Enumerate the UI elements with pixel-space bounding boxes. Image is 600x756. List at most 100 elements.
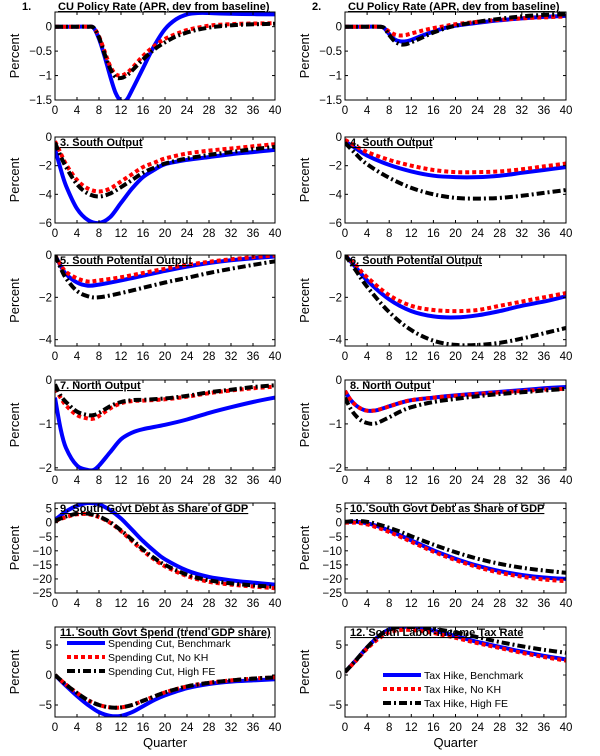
x-tick-label: 28 [203,228,216,240]
series-line-benchmark [345,139,566,180]
x-tick-label: 12 [115,722,128,734]
y-tick-label: 0 [336,375,342,387]
y-tick-label: 0 [336,250,342,262]
panel-title: 12. South Labor-income Tax Rate [350,627,523,639]
y-tick-label: −2 [39,463,52,475]
x-tick-label: 20 [159,351,172,363]
panel-2: 0 4 8 12 16 20 24 28 32 36 40 −1.5 −1 −0.5 0 Percent 2. C… [297,1,572,117]
x-tick-label: 36 [538,105,551,117]
x-tick-label: 20 [449,351,462,363]
x-tick-label: 16 [427,105,440,117]
x-tick-label: 28 [203,598,216,610]
y-tick-label: −5 [329,532,342,544]
series-group [345,518,566,584]
x-tick-label: 8 [386,351,392,363]
y-tick-label: 0 [46,670,52,682]
x-tick-label: 36 [538,228,551,240]
x-tick-label: 24 [471,722,484,734]
x-tick-label: 36 [538,475,551,487]
y-tick-label: 5 [336,640,342,652]
x-tick-label: 40 [560,351,573,363]
series-line-no-kh [55,140,275,194]
y-tick-label: −1.5 [29,95,52,107]
y-axis-label: Percent [297,402,312,447]
x-tick-label: 12 [405,722,418,734]
series-line-high-fe [345,386,566,426]
y-axis-label: Percent [7,525,22,570]
series-line-high-fe [345,141,566,201]
x-tick-label: 4 [74,598,81,610]
x-tick-label: 4 [364,351,371,363]
panel-title: 6. South Potential Output [350,255,482,267]
series-group [345,12,566,47]
y-tick-label: −2 [329,292,342,304]
x-tick-label: 12 [405,228,418,240]
x-tick-label: 24 [181,228,194,240]
y-tick-label: 5 [46,640,52,652]
series-line-high-fe [345,627,566,674]
x-tick-label: 12 [405,475,418,487]
x-tick-label: 20 [449,598,462,610]
x-tick-label: 24 [471,351,484,363]
y-axis-label: Percent [7,649,22,694]
y-axis-label: Percent [297,33,312,78]
x-tick-label: 4 [74,351,81,363]
x-tick-label: 0 [342,598,348,610]
x-tick-label: 36 [247,105,260,117]
x-tick-label: 20 [159,105,172,117]
legend: Spending Cut, Benchmark Spending Cut, No … [67,638,231,678]
legend-label: Tax Hike, High FE [424,698,508,710]
y-axis-label: Percent [7,33,22,78]
series-line-no-kh [55,511,275,591]
series-group [55,12,275,100]
x-tick-label: 24 [471,475,484,487]
y-tick-label: −0.5 [29,46,52,58]
x-tick-label: 32 [225,105,238,117]
x-tick-label: 8 [96,475,102,487]
x-tick-label: 32 [515,598,528,610]
x-tick-label: 16 [427,351,440,363]
series-line-no-kh [345,255,566,314]
x-tick-label: 8 [386,722,392,734]
series-group [55,673,275,717]
panel-title: 7. North Output [60,380,141,392]
y-tick-label: −4 [39,189,53,201]
x-tick-label: 8 [96,228,102,240]
legend-label: Spending Cut, Benchmark [108,638,231,650]
x-tick-label: 24 [471,228,484,240]
x-tick-label: 8 [96,351,102,363]
y-tick-label: −1 [329,419,342,431]
series-line-benchmark [345,255,566,320]
series-line-high-fe [55,21,275,81]
series-group [55,503,275,591]
x-tick-label: 0 [52,228,58,240]
legend-label: Spending Cut, High FE [108,666,215,678]
y-tick-label: −1 [39,71,52,83]
panel-4: 0 4 8 12 16 20 24 28 32 36 40 −6 −4 −2 0 Percent 4. Sout… [297,132,572,240]
x-tick-label: 28 [493,722,506,734]
y-tick-label: 0 [46,250,52,262]
x-tick-label: 20 [159,598,172,610]
y-tick-label: −15 [322,560,342,572]
x-tick-label: 12 [405,351,418,363]
y-tick-label: 0 [46,22,52,34]
x-tick-label: 32 [515,105,528,117]
x-tick-label: 8 [386,598,392,610]
x-tick-label: 32 [515,351,528,363]
x-tick-label: 24 [181,105,194,117]
y-axis-label: Percent [7,157,22,202]
x-tick-label: 36 [247,475,260,487]
x-tick-label: 0 [342,228,348,240]
series-group [345,255,566,346]
x-tick-label: 24 [471,598,484,610]
panel-title: 10. South Govt Debt as Share of GDP [350,503,544,515]
x-tick-label: 36 [538,722,551,734]
y-tick-label: −25 [322,588,342,600]
panel-title: 9. South Govt Debt as Share of GDP [60,503,248,515]
series-line-no-kh [345,386,566,413]
x-tick-label: 32 [225,228,238,240]
series-line-benchmark [55,503,275,587]
panel-title: 11. South Govt Spend (trend GDP share) [60,627,271,639]
y-tick-label: −20 [32,574,52,586]
panel-3: 0 4 8 12 16 20 24 28 32 36 40 −6 −4 −2 0 Percent 3. Sout… [7,132,281,240]
